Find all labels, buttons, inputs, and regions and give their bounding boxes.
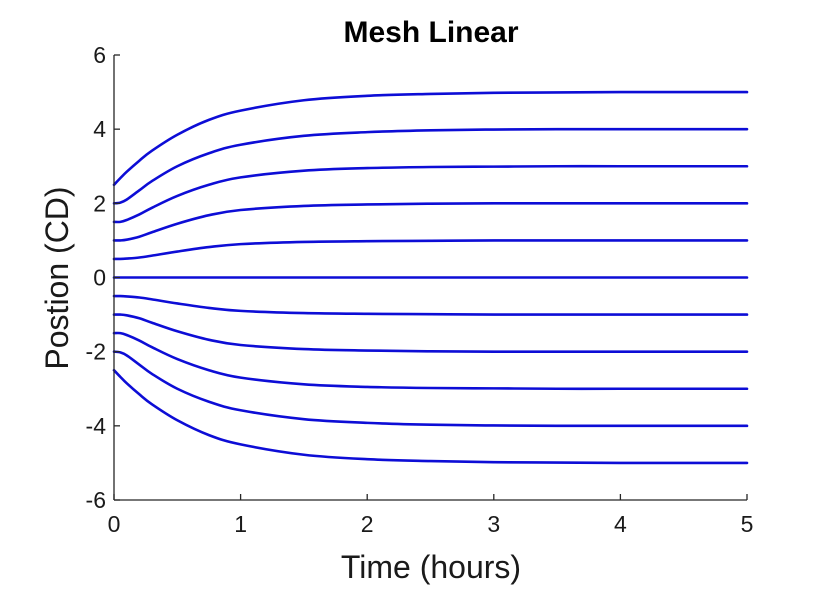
y-tick-label: -2 (86, 339, 106, 365)
y-ticks: -6 -4 -2 0 2 4 6 (86, 42, 120, 513)
chart-title: Mesh Linear (343, 16, 518, 49)
x-ticks: 0 1 2 3 4 5 (108, 494, 754, 537)
series-line-9 (112, 331, 749, 391)
series-line-3 (112, 164, 749, 224)
y-axis-label: Postion (CD) (39, 186, 75, 369)
series-line-1 (112, 90, 749, 187)
series-line-10 (112, 350, 749, 428)
y-tick-label: -4 (86, 413, 107, 439)
plot-area: 0 1 2 3 4 5 -6 -4 -2 0 2 4 6 (86, 42, 754, 537)
x-tick-label: 0 (108, 511, 121, 537)
y-tick-label: 6 (93, 42, 106, 68)
series-line-8 (112, 313, 749, 353)
series-line-11 (112, 368, 749, 465)
x-tick-label: 4 (614, 511, 627, 537)
y-tick-label: 2 (93, 190, 106, 216)
x-axis-label: Time (hours) (341, 549, 521, 585)
series-line-4 (112, 202, 749, 242)
y-tick-label: 0 (93, 265, 106, 291)
x-tick-label: 1 (234, 511, 247, 537)
x-tick-label: 3 (487, 511, 500, 537)
series-line-7 (112, 294, 749, 316)
series-line-5 (112, 239, 749, 261)
series-line-2 (112, 127, 749, 205)
x-tick-label: 5 (741, 511, 754, 537)
x-tick-label: 2 (361, 511, 374, 537)
y-tick-label: -6 (86, 487, 106, 513)
y-tick-label: 4 (93, 116, 106, 142)
series-layer (112, 90, 749, 465)
